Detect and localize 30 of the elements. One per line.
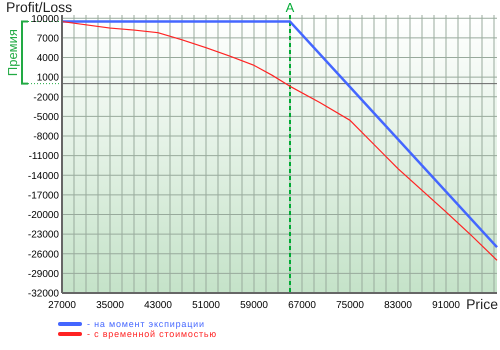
text: Премия: [5, 29, 20, 76]
y-tick-label: -20000: [28, 210, 60, 222]
y-tick-label: 10000: [31, 14, 60, 25]
y-tick-label: 4000: [36, 53, 60, 64]
y-tick-label: 7000: [36, 33, 60, 44]
y-tick-label: -17000: [28, 190, 60, 202]
x-tick-label: 75000: [336, 300, 364, 311]
y-tick-label: -26000: [28, 249, 60, 260]
y-tick-label: -14000: [28, 170, 60, 182]
x-tick-label: 67000: [288, 300, 316, 311]
x-tick-label: 59000: [240, 300, 268, 311]
y-tick-label: -29000: [28, 268, 60, 280]
y-axis-title: Profit/Loss: [6, 0, 72, 15]
x-axis-title: Price: [466, 296, 498, 312]
x-tick-label: 35000: [96, 300, 124, 311]
y-tick-label: -32000: [28, 288, 60, 300]
x-tick-label: 91000: [432, 300, 460, 311]
x-tick-label: 43000: [144, 300, 172, 311]
y-tick-label: 1000: [36, 72, 60, 84]
y-tick-label: -5000: [33, 112, 60, 123]
legend-label: - с временной стоимостью: [87, 329, 217, 340]
y-tick-label: -2000: [33, 92, 60, 104]
x-tick-label: 51000: [192, 300, 220, 311]
legend-label: - на момент экспирации: [87, 319, 205, 330]
ref-line-label: A: [286, 0, 295, 15]
y-tick-label: -23000: [28, 230, 60, 241]
x-tick-label: 27000: [48, 300, 76, 311]
y-tick-label: -8000: [33, 132, 60, 143]
y-tick-label: -11000: [28, 151, 60, 162]
x-tick-label: 83000: [384, 300, 412, 311]
